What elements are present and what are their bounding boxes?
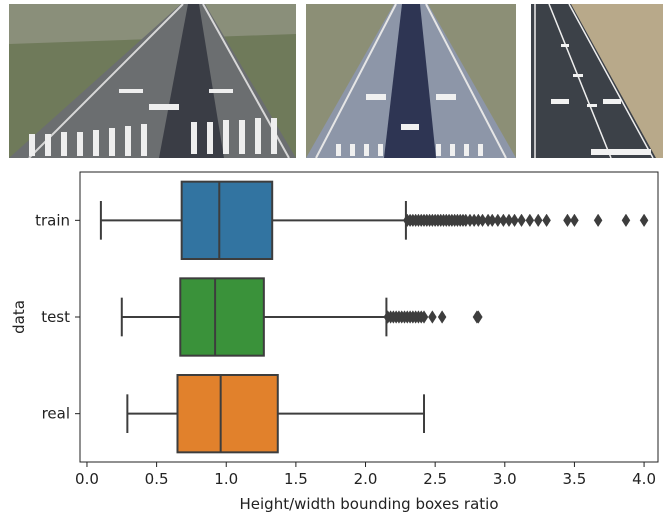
box-train — [99, 180, 649, 261]
y-tick-label: real — [42, 405, 70, 423]
x-tick-label: 3.0 — [493, 470, 517, 488]
iqr-box-test — [179, 277, 265, 357]
x-axis-label: Height/width bounding boxes ratio — [240, 495, 499, 513]
runway-photo-1 — [9, 4, 296, 158]
box-test — [120, 277, 483, 357]
outlier-point — [570, 213, 579, 228]
x-tick-label: 0.5 — [145, 470, 169, 488]
outlier-point — [510, 213, 519, 228]
box-real — [126, 374, 426, 454]
outlier-point — [533, 213, 543, 228]
outlier-point — [639, 213, 649, 228]
iqr-box-train — [180, 180, 274, 261]
y-tick-label: train — [35, 211, 70, 229]
x-tick-label: 1.5 — [284, 470, 308, 488]
x-tick-label: 3.5 — [563, 470, 587, 488]
y-tick-label: test — [41, 308, 70, 326]
x-tick-label: 0.0 — [75, 470, 99, 488]
x-tick-label: 4.0 — [632, 470, 656, 488]
outlier-point — [542, 213, 551, 228]
x-tick-label: 2.5 — [423, 470, 447, 488]
outlier-point — [474, 310, 483, 324]
x-tick-label: 2.0 — [354, 470, 378, 488]
iqr-box-real — [176, 374, 279, 454]
outlier-point — [437, 310, 447, 324]
outlier-point — [517, 213, 526, 228]
outlier-point — [593, 213, 603, 228]
runway-photo-2 — [306, 4, 516, 158]
y-axis-label: data — [10, 300, 28, 334]
outlier-point — [419, 310, 429, 324]
outlier-point — [428, 310, 437, 324]
outlier-point — [563, 213, 572, 228]
runway-photo-3 — [531, 4, 663, 158]
x-tick-label: 1.0 — [214, 470, 238, 488]
outlier-point — [525, 213, 535, 228]
outlier-point — [621, 213, 631, 228]
